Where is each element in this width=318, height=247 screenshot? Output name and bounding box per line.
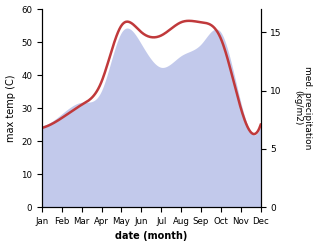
X-axis label: date (month): date (month): [115, 231, 187, 242]
Y-axis label: med. precipitation
(kg/m2): med. precipitation (kg/m2): [293, 66, 313, 150]
Y-axis label: max temp (C): max temp (C): [5, 74, 16, 142]
